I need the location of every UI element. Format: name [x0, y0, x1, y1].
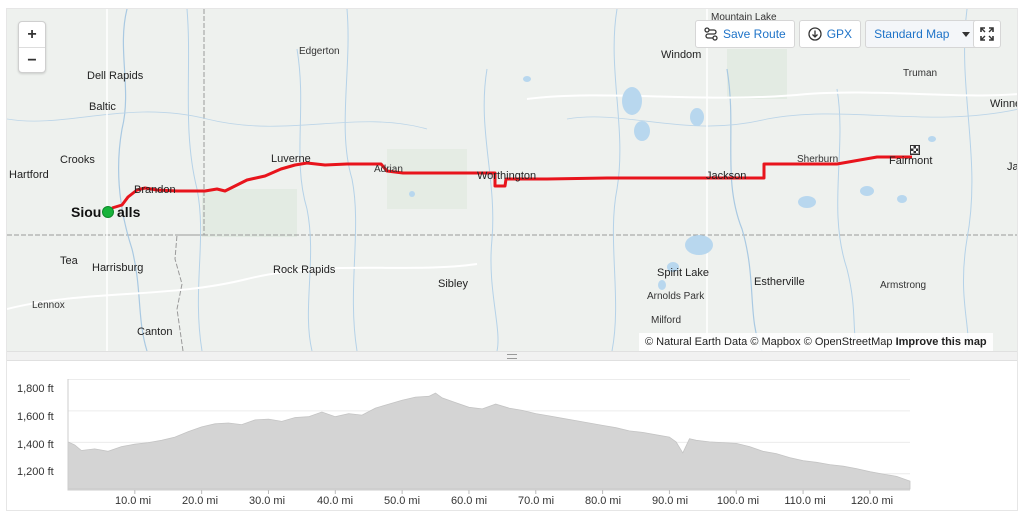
x-tick-label: 50.0 mi — [383, 495, 421, 507]
place-label: Winne — [990, 98, 1017, 110]
y-tick-label: 1,600 ft — [17, 411, 54, 423]
x-tick-label: 120.0 mi — [850, 495, 894, 507]
gpx-label: GPX — [826, 27, 853, 41]
zoom-in-button[interactable]: + — [27, 26, 37, 43]
place-label: Sibley — [438, 278, 468, 290]
x-tick-label: 30.0 mi — [248, 495, 286, 507]
place-label: Fairmont — [889, 155, 933, 167]
place-label: Spirit Lake — [657, 267, 709, 279]
place-label: Milford — [651, 315, 682, 326]
y-tick-label: 1,800 ft — [17, 383, 54, 395]
place-label: Jac — [1007, 161, 1017, 173]
place-label: Jackson — [706, 170, 747, 182]
x-tick-label: 60.0 mi — [450, 495, 488, 507]
elevation-profile[interactable]: 1,800 ft 1,600 ft 1,400 ft 1,200 ft 10.0… — [7, 361, 1017, 510]
place-label: Mountain Lake — [711, 12, 777, 23]
map-style-label: Standard Map — [874, 27, 950, 41]
x-tick-label: 70.0 mi — [517, 495, 555, 507]
checkered-flag-icon[interactable] — [910, 145, 920, 155]
route-line — [111, 155, 912, 210]
place-label: Canton — [137, 326, 173, 338]
resize-handle[interactable] — [7, 351, 1017, 361]
place-label: Edgerton — [299, 46, 340, 57]
x-tick-label: 80.0 mi — [584, 495, 622, 507]
gpx-download-button[interactable]: GPX — [798, 20, 862, 48]
place-label: Arnolds Park — [647, 291, 705, 302]
place-label: Siou — [71, 204, 102, 220]
map-toolbar: Save Route GPX Standard Map — [695, 20, 980, 48]
place-label: Worthington — [477, 170, 537, 182]
x-tick-label: 110.0 mi — [784, 495, 826, 507]
place-label: Crooks — [60, 154, 95, 166]
caret-down-icon — [962, 31, 971, 37]
place-label: Hartford — [9, 169, 49, 181]
elevation-chart — [67, 379, 911, 494]
save-route-label: Save Route — [723, 27, 786, 41]
place-label: Brandon — [134, 184, 176, 196]
place-label: Sherburn — [797, 154, 839, 165]
x-tick-label: 90.0 mi — [651, 495, 689, 507]
place-label: Armstrong — [880, 280, 927, 291]
y-tick-label: 1,200 ft — [17, 466, 54, 478]
map-basemap — [7, 9, 1017, 351]
place-label: Rock Rapids — [273, 264, 336, 276]
place-label: Windom — [661, 49, 702, 61]
place-label: Truman — [903, 68, 938, 79]
attribution-mapbox[interactable]: © Mapbox — [750, 336, 801, 348]
route-viewer: Mountain Lake Edgerton Windom Dell Rapid… — [6, 8, 1018, 511]
x-tick-label: 20.0 mi — [181, 495, 219, 507]
x-tick-label: 10.0 mi — [114, 495, 152, 507]
save-route-button[interactable]: Save Route — [695, 20, 795, 48]
place-label: Tea — [60, 255, 78, 267]
route-icon — [704, 27, 718, 41]
attribution-osm[interactable]: © OpenStreetMap — [803, 336, 893, 348]
improve-map-link[interactable]: Improve this map — [895, 336, 987, 348]
place-label: Dell Rapids — [87, 70, 144, 82]
route-start-marker[interactable] — [102, 206, 114, 218]
fullscreen-button[interactable] — [973, 20, 1001, 48]
chart-axes — [67, 379, 910, 491]
place-label: Harrisburg — [92, 262, 144, 274]
elevation-area — [67, 392, 911, 490]
place-label: Baltic — [89, 101, 116, 113]
place-label: alls — [117, 204, 141, 220]
place-label: Luverne — [271, 153, 311, 165]
attribution-natural-earth[interactable]: © Natural Earth Data — [645, 336, 748, 348]
map-panel[interactable]: Mountain Lake Edgerton Windom Dell Rapid… — [7, 9, 1017, 351]
place-label: Adrian — [374, 164, 403, 175]
fullscreen-icon — [980, 27, 994, 41]
map-attribution: © Natural Earth Data © Mapbox © OpenStre… — [639, 333, 993, 351]
zoom-control: + − — [18, 21, 46, 73]
place-label: Lennox — [32, 300, 65, 311]
place-label: Estherville — [754, 276, 805, 288]
x-tick-label: 100.0 mi — [716, 495, 760, 507]
drag-handle-icon — [507, 354, 517, 359]
map-style-dropdown[interactable]: Standard Map — [865, 20, 980, 48]
zoom-out-button[interactable]: − — [19, 47, 45, 72]
download-icon — [808, 27, 822, 41]
x-tick-label: 40.0 mi — [316, 495, 354, 507]
y-tick-label: 1,400 ft — [17, 439, 54, 451]
